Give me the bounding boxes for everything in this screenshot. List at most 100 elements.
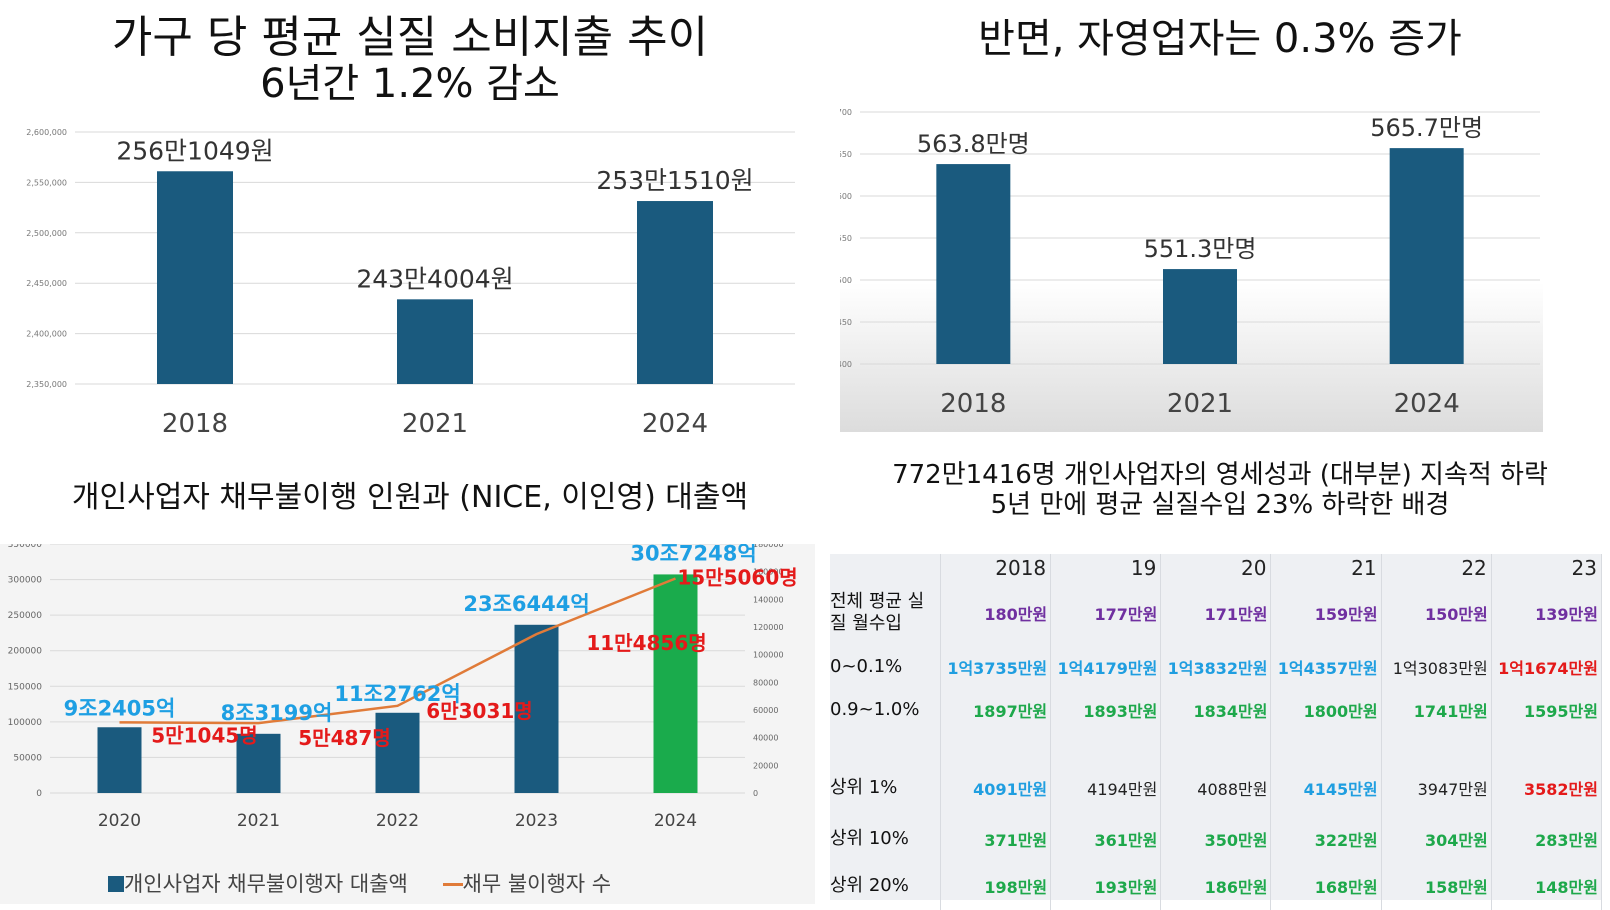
bar-data-label: 11조2762억 <box>334 682 460 706</box>
table-cell: 361만원 <box>1050 816 1162 862</box>
table-cell: 304만원 <box>1381 816 1492 862</box>
table-cell: 1800만원 <box>1270 690 1382 730</box>
table-cell: 198만원 <box>940 862 1052 910</box>
x-tick-label: 2021 <box>402 409 468 439</box>
table-cell: 1834만원 <box>1160 690 1272 730</box>
chart2-self-employed-bar-chart: 5,400 5,450 5,500 5,550 5,600 5,650 5,700 563.8… <box>840 100 1543 432</box>
table-cell: 180만원 <box>940 582 1052 644</box>
chart2-subtitle-line2: 5년 만에 평균 실질수입 23% 하락한 배경 <box>990 490 1450 520</box>
table-cell: 168만원 <box>1270 862 1382 910</box>
y2-tick-label: 0 <box>753 789 758 798</box>
chart1-consumption-bar-chart: 2,350,000 2,400,000 2,450,000 2,500,000 2,55… <box>26 128 795 439</box>
bar-data-label: 30조7248억 <box>630 544 756 565</box>
data-label: 243만4004원 <box>356 264 513 293</box>
table-row <box>830 730 1603 760</box>
bar <box>236 733 281 793</box>
table-row-label: 상위 10% <box>830 816 941 862</box>
y-tick-label: 5,550 <box>840 234 852 243</box>
table-cell: 171만원 <box>1160 582 1272 644</box>
y-tick-label: 5,650 <box>840 150 852 159</box>
table-cell: 177만원 <box>1050 582 1162 644</box>
table-cell: 1741만원 <box>1381 690 1492 730</box>
table-row-label: 상위 20% <box>830 862 941 910</box>
income-table-grid: 2018 19 20 21 22 23 전체 평균 실질 월수입 180만원 177만원 171만… <box>830 554 1603 910</box>
table-column-header: 2018 <box>940 554 1052 582</box>
bar <box>397 299 473 384</box>
y-tick-label: 2,550,000 <box>26 178 67 187</box>
data-label: 253만1510원 <box>596 166 753 195</box>
x-tick-label: 2020 <box>98 811 141 831</box>
bar <box>653 574 698 793</box>
table-cell: 1억3832만원 <box>1160 644 1272 690</box>
data-label: 256만1049원 <box>116 136 273 165</box>
table-cell: 1억4179만원 <box>1050 644 1162 690</box>
y-tick-label: 50000 <box>13 753 42 763</box>
y-tick-label: 5,450 <box>840 318 852 327</box>
table-row: 0~0.1% 1억3735만원 1억4179만원 1억3832만원 1억4357만원 1억… <box>830 644 1603 690</box>
chart1-title-line2: 6년간 1.2% 감소 <box>260 61 560 107</box>
table-cell: 148만원 <box>1491 862 1603 910</box>
y2-tick-label: 80000 <box>753 678 778 687</box>
y-tick-label: 350000 <box>8 544 43 550</box>
y-tick-label: 2,450,000 <box>26 279 67 288</box>
line-data-label: 5만1045명 <box>151 723 257 747</box>
x-tick-label: 2022 <box>376 811 419 831</box>
table-cell: 350만원 <box>1160 816 1272 862</box>
table-cell: 1억1674만원 <box>1491 644 1603 690</box>
x-tick-label: 2018 <box>940 389 1006 419</box>
bar-data-label: 23조6444억 <box>463 592 589 616</box>
table-cell: 371만원 <box>940 816 1052 862</box>
line-data-label: 11만4856명 <box>586 631 706 655</box>
x-tick-label: 2024 <box>642 409 708 439</box>
data-label: 563.8만명 <box>917 130 1030 158</box>
y2-tick-label: 120000 <box>753 623 784 632</box>
table-cell: 1595만원 <box>1491 690 1603 730</box>
line-data-label: 15만5060명 <box>677 566 797 590</box>
bar <box>1163 269 1237 364</box>
table-cell: 4088만원 <box>1160 760 1272 816</box>
table-row-label: 0~0.1% <box>830 644 941 690</box>
table-row: 전체 평균 실질 월수입 180만원 177만원 171만원 159만원 150만원 139… <box>830 582 1603 644</box>
line-data-label: 6만3031명 <box>426 699 532 723</box>
table-cell: 159만원 <box>1270 582 1382 644</box>
table-cell <box>1491 730 1603 760</box>
bar-data-label: 9조2405억 <box>64 696 176 720</box>
table-row-label <box>830 730 941 760</box>
y-tick-label: 300000 <box>8 576 43 586</box>
y-tick-label: 5,600 <box>840 192 852 201</box>
line-series <box>119 577 676 725</box>
y2-tick-label: 60000 <box>753 706 778 715</box>
y-tick-label: 2,400,000 <box>26 330 67 339</box>
table-cell <box>1050 730 1162 760</box>
x-tick-label: 2021 <box>237 811 280 831</box>
chart3-legend: 개인사업자 채무불이행자 대출액 채무 불이행자 수 <box>108 868 611 898</box>
chart3-default-loan-combo-chart: 0500001000001500002000002500003000003500… <box>0 544 815 904</box>
y-tick-label: 200000 <box>8 647 43 657</box>
y-tick-label: 150000 <box>8 682 43 692</box>
data-label: 565.7만명 <box>1370 114 1483 142</box>
table-column-header: 20 <box>1160 554 1272 582</box>
y2-tick-label: 160000 <box>753 568 784 577</box>
y-tick-label: 5,500 <box>840 276 852 285</box>
table-cell <box>1381 730 1492 760</box>
table-row-label: 0.9~1.0% <box>830 690 941 730</box>
y-tick-label: 2,500,000 <box>26 229 67 238</box>
table-column-header: 21 <box>1270 554 1382 582</box>
table-cell: 4194만원 <box>1050 760 1162 816</box>
table-cell: 4145만원 <box>1270 760 1382 816</box>
legend-bar-label: 개인사업자 채무불이행자 대출액 <box>124 872 408 896</box>
y2-tick-label: 40000 <box>753 734 778 743</box>
table-cell <box>940 730 1052 760</box>
table-cell: 1억3083만원 <box>1381 644 1492 690</box>
table-cell: 1893만원 <box>1050 690 1162 730</box>
y2-tick-label: 20000 <box>753 761 778 770</box>
y2-tick-label: 140000 <box>753 595 784 604</box>
line-data-label: 5만487명 <box>298 726 390 750</box>
legend-line-label: 채무 불이행자 수 <box>462 872 612 896</box>
y-tick-label: 2,600,000 <box>26 128 67 137</box>
table-cell: 186만원 <box>1160 862 1272 910</box>
bar <box>375 712 420 793</box>
data-label: 551.3만명 <box>1144 235 1257 263</box>
chart3-title: 개인사업자 채무불이행 인원과 (NICE, 이인영) 대출액 <box>71 480 749 515</box>
table-cell: 3947만원 <box>1381 760 1492 816</box>
